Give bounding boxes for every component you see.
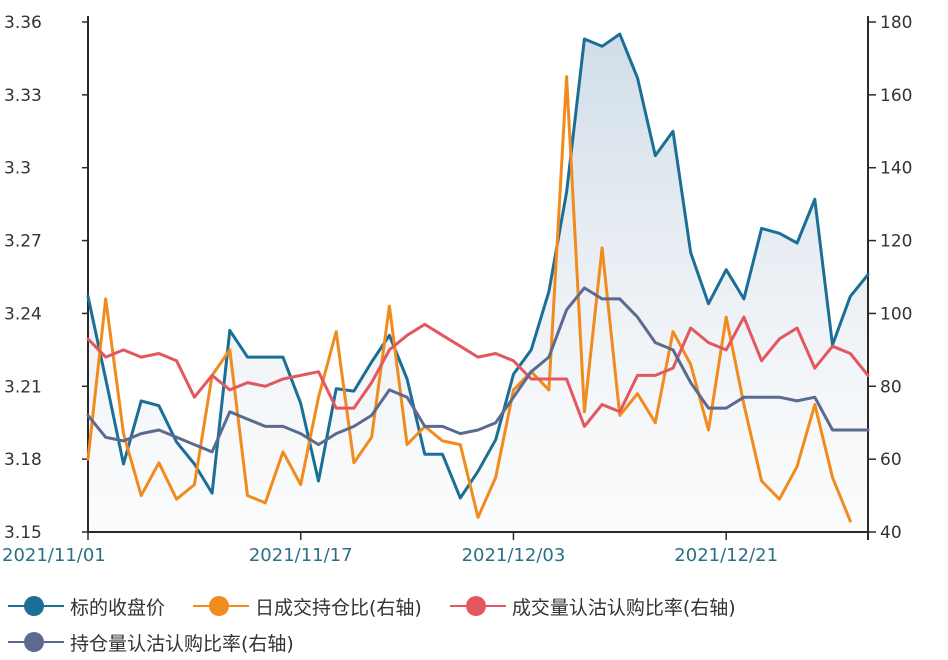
series-line-3 xyxy=(86,286,870,454)
price-area xyxy=(88,34,868,532)
legend-item-volume-oi-ratio[interactable]: 日成交持仓比(右轴) xyxy=(193,593,422,620)
series-area-0 xyxy=(88,34,868,532)
y-right-tick-label: 120 xyxy=(880,232,912,252)
x-tick-label: 2021/12/21 xyxy=(674,545,778,566)
series-lines xyxy=(86,32,870,523)
y-left-tick-label: 3.36 xyxy=(4,13,42,33)
tick-labels: 3.15 3.18 3.21 3.24 3.27 3.3 3.33 3.36 40 60 80 100… xyxy=(2,13,912,566)
legend-item-oi-pc-ratio[interactable]: 持仓量认沽认购比率(右轴) xyxy=(8,629,294,656)
legend-marker-price xyxy=(8,596,64,616)
y-right-tick-label: 160 xyxy=(880,86,912,106)
legend-item-volume-pc-ratio[interactable]: 成交量认沽认购比率(右轴) xyxy=(449,593,736,620)
series-line-1 xyxy=(86,75,852,523)
legend: 标的收盘价 日成交持仓比(右轴) 成交量认沽认购比率(右轴) 持仓量认沽认购比率… xyxy=(8,588,944,660)
y-right-tick-label: 140 xyxy=(880,159,912,179)
y-left-tick-label: 3.3 xyxy=(4,159,31,179)
y-right-tick-label: 60 xyxy=(880,450,902,470)
legend-label-price: 标的收盘价 xyxy=(70,596,166,619)
y-left-tick-label: 3.27 xyxy=(4,232,42,252)
y-left-tick-label: 3.33 xyxy=(4,86,42,106)
chart: 3.15 3.18 3.21 3.24 3.27 3.3 3.33 3.36 40 60 80 100… xyxy=(2,13,912,566)
legend-marker-volume-pc-ratio xyxy=(449,596,506,616)
legend-dot xyxy=(209,596,230,616)
legend-marker-volume-oi-ratio xyxy=(193,596,250,616)
legend-row-1: 标的收盘价 日成交持仓比(右轴) 成交量认沽认购比率(右轴) xyxy=(8,588,944,624)
y-left-tick-label: 3.15 xyxy=(4,523,42,543)
legend-dot xyxy=(465,596,486,616)
x-tick-label: 2021/11/01 xyxy=(2,545,106,566)
legend-row-2: 持仓量认沽认购比率(右轴) xyxy=(8,624,944,660)
y-right-tick-label: 80 xyxy=(880,377,902,397)
series-line-2 xyxy=(86,315,870,428)
x-tick-label: 2021/11/17 xyxy=(249,545,353,566)
y-right-tick-label: 100 xyxy=(880,304,912,324)
legend-dot xyxy=(24,632,44,652)
y-right-tick-label: 40 xyxy=(880,523,902,543)
legend-item-price[interactable]: 标的收盘价 xyxy=(8,593,165,620)
legend-label-oi-pc-ratio: 持仓量认沽认购比率(右轴) xyxy=(70,632,294,655)
y-right-tick-label: 180 xyxy=(880,13,912,33)
y-left-tick-label: 3.24 xyxy=(4,304,42,324)
legend-label-volume-oi-ratio: 日成交持仓比(右轴) xyxy=(255,596,422,619)
legend-dot xyxy=(24,596,44,616)
legend-label-volume-pc-ratio: 成交量认沽认购比率(右轴) xyxy=(511,596,736,619)
legend-marker-oi-pc-ratio xyxy=(8,632,64,652)
x-tick-label: 2021/12/03 xyxy=(462,545,566,566)
y-left-tick-label: 3.21 xyxy=(4,377,42,397)
y-left-tick-label: 3.18 xyxy=(4,450,42,470)
